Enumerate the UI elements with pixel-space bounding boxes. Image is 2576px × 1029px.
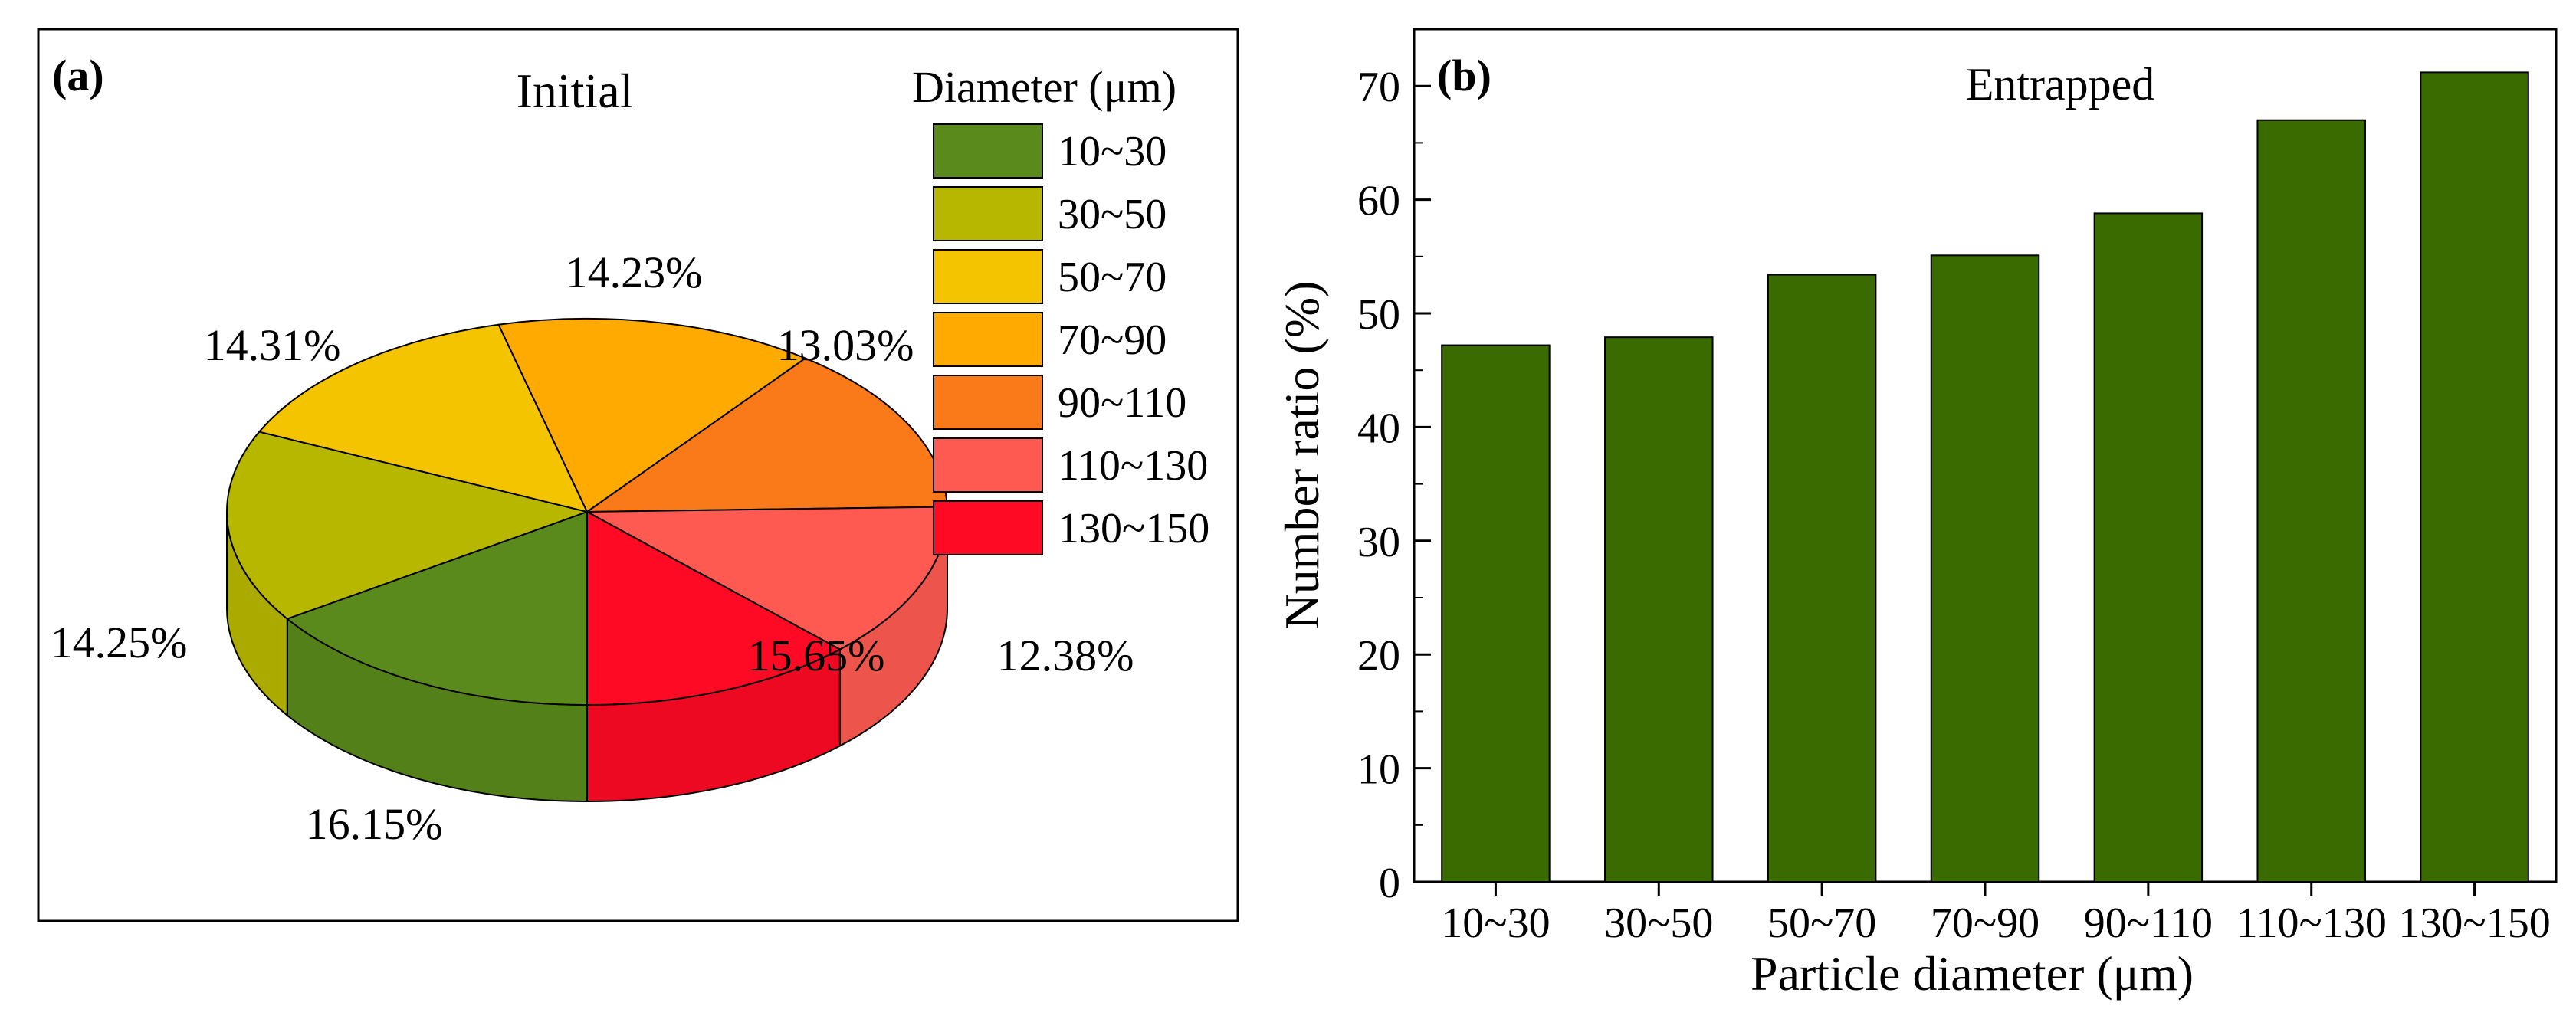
bar-x-tick-label-110-130: 110~130	[2236, 900, 2387, 947]
pie-legend-title: Diameter (μm)	[912, 62, 1176, 112]
pie-label-110-130: 13.03%	[777, 320, 914, 370]
bar-y-tick-label: 30	[1357, 519, 1400, 566]
pie-legend-swatch-30-50	[933, 186, 1043, 241]
pie-slice-130-150	[586, 510, 842, 706]
bar-x-axis-label: Particle diameter (μm)	[1751, 946, 2194, 1001]
bar-x-tick-label-130-150: 130~150	[2398, 900, 2550, 947]
pie-legend-swatch-90-110	[933, 375, 1043, 430]
bar-panel-label: (b)	[1437, 51, 1491, 100]
bar-110-130	[2256, 119, 2366, 883]
pie-slice-70-90	[497, 318, 807, 513]
pie-legend-items: 10~30 30~50 50~70 70~90 90~110 110~130 130~150	[933, 123, 1209, 555]
pie-slice-10-30	[285, 510, 588, 706]
pie-legend-label-110-130: 110~130	[1058, 442, 1208, 490]
pie-legend-swatch-130-150	[933, 500, 1043, 555]
bar-x-tick-label-10-30: 10~30	[1441, 900, 1550, 947]
bar-10-30	[1441, 344, 1551, 883]
pie-legend-label-10-30: 10~30	[1058, 128, 1167, 175]
bar-bars	[1441, 71, 2529, 883]
pie-panel: (a) Initial 15.65% 16.15% 14.25% 14.31% …	[37, 28, 1239, 922]
bar-y-tick-label: 20	[1357, 632, 1400, 680]
pie-legend: Diameter (μm) 10~30 30~50 50~70 70~90 90~110…	[912, 62, 1209, 555]
bar-y-axis-label: Number ratio (%)	[1275, 281, 1329, 630]
pie-label-10-30: 15.65%	[748, 631, 885, 680]
bar-y-axis: 0 10 20 30 40 50 60 70	[1357, 64, 1431, 907]
pie-tops	[226, 318, 948, 706]
bar-x-tick-label-50-70: 50~70	[1767, 900, 1876, 947]
pie-label-50-70: 14.25%	[51, 618, 188, 667]
bar-x-tick-label-30-50: 30~50	[1604, 900, 1713, 947]
pie-title: Initial	[517, 64, 634, 118]
bar-y-tick-label: 50	[1357, 291, 1400, 339]
bar-30-50	[1604, 336, 1714, 883]
pie-legend-label-130-150: 130~150	[1058, 505, 1209, 552]
pie-label-90-110: 14.23%	[566, 247, 703, 297]
bar-y-tick-label: 10	[1357, 746, 1400, 794]
pie-slice-50-70	[258, 323, 589, 513]
bar-70-90	[1930, 254, 2040, 883]
pie-label-30-50: 16.15%	[306, 799, 443, 849]
bar-y-tick-label: 0	[1379, 860, 1400, 907]
pie-legend-swatch-50-70	[933, 249, 1043, 304]
pie-panel-label: (a)	[52, 51, 104, 100]
pie-sides	[226, 511, 948, 803]
pie-label-130-150: 12.38%	[997, 631, 1134, 680]
pie-legend-swatch-110-130	[933, 437, 1043, 493]
pie-legend-swatch-10-30	[933, 123, 1043, 179]
bar-x-tick-label-70-90: 70~90	[1931, 900, 2039, 947]
bar-90-110	[2093, 212, 2204, 883]
bar-title: Entrapped	[1966, 59, 2155, 110]
pie-slice-30-50	[226, 431, 590, 620]
bar-x-tick-label-90-110: 90~110	[2084, 900, 2213, 947]
bar-y-tick-label: 70	[1357, 64, 1400, 111]
bar-50-70	[1767, 274, 1877, 883]
pie-legend-swatch-70-90	[933, 312, 1043, 367]
pie-legend-label-70-90: 70~90	[1058, 316, 1167, 364]
pie-legend-label-90-110: 90~110	[1058, 379, 1186, 427]
bar-y-tick-label: 60	[1357, 178, 1400, 225]
pie-labels: 15.65% 16.15% 14.25% 14.31% 14.23% 13.03…	[51, 247, 1134, 849]
pie-legend-label-30-50: 30~50	[1058, 191, 1167, 238]
pie-label-70-90: 14.31%	[204, 320, 341, 370]
bar-y-tick-label: 40	[1357, 405, 1400, 452]
bar-130-150	[2420, 71, 2529, 883]
bar-x-axis: 10~30 30~50 50~70 70~90 90~110 110~130 130~150	[1441, 882, 2551, 947]
pie-legend-label-50-70: 50~70	[1058, 254, 1167, 301]
bar-panel: (b) Entrapped 0 10 20 30 40 50 60 70 10~30 30~50…	[1275, 28, 2558, 1001]
